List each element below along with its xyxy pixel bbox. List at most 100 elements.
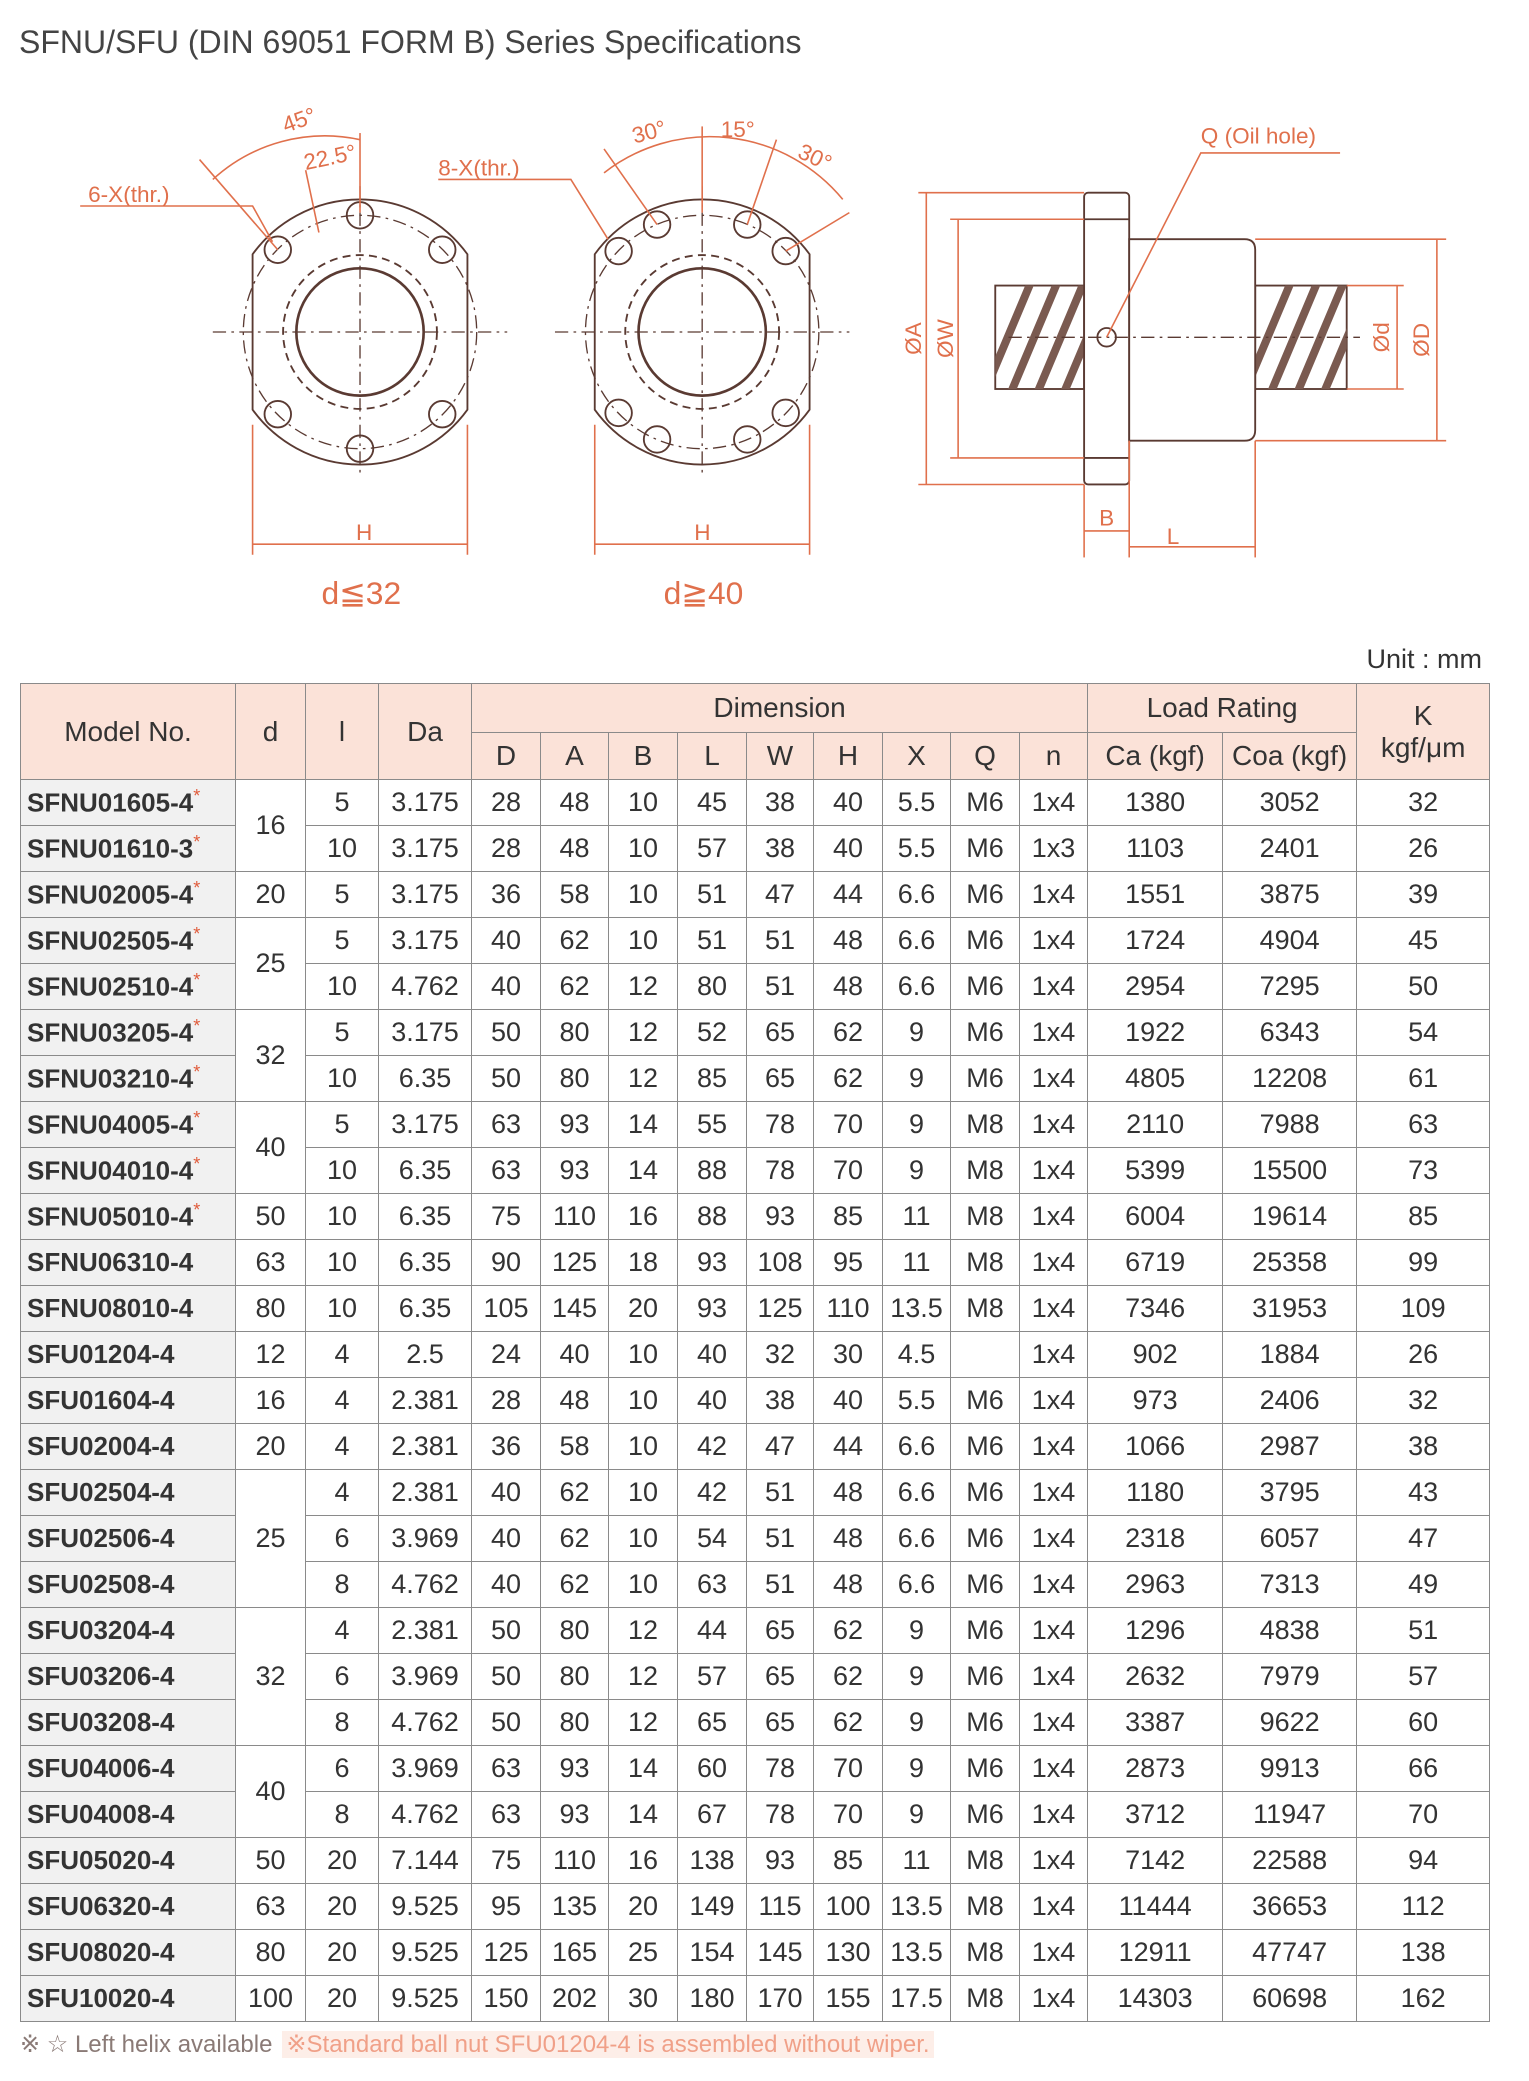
model-name: SFU04008-4 — [27, 1799, 175, 1829]
dimension-lines — [438, 126, 850, 555]
table-cell: 4805 — [1087, 1055, 1224, 1102]
table-cell: 2.5 — [378, 1331, 472, 1378]
table-cell: 80 — [235, 1285, 306, 1332]
table-cell: 3.175 — [378, 779, 472, 826]
table-cell: 4904 — [1222, 917, 1358, 964]
model-cell: SFNU04005-4* — [20, 1101, 236, 1148]
model-name: SFNU03210-4 — [27, 1063, 194, 1094]
table-cell: 93 — [540, 1147, 609, 1194]
table-cell: 10 — [305, 1147, 379, 1194]
table-cell: 1x4 — [1018, 1515, 1089, 1562]
table-cell: 100 — [235, 1975, 306, 2022]
table-row: SFU08020-4 80 20 9.525 125 165 25 154 145 130 13.5… — [20, 1929, 1491, 1976]
table-cell: 47747 — [1222, 1929, 1358, 1976]
dimension-label: L — [1167, 524, 1180, 549]
table-cell: 6343 — [1222, 1009, 1358, 1056]
table-cell: 32 — [235, 1607, 306, 1746]
table-cell: 7.144 — [378, 1837, 472, 1884]
table-cell: 1x4 — [1018, 1101, 1089, 1148]
table-cell: 40 — [813, 825, 883, 872]
table-cell: 5.5 — [882, 825, 951, 872]
table-cell: 7988 — [1222, 1101, 1358, 1148]
table-cell: 10 — [305, 1193, 379, 1240]
model-name: SFNU06310-4 — [27, 1247, 194, 1277]
header-cell: l — [305, 683, 379, 780]
table-cell: 1x4 — [1018, 1377, 1089, 1424]
table-cell: 1380 — [1087, 779, 1224, 826]
table-cell: 70 — [813, 1147, 883, 1194]
model-cell: SFU05020-4 — [20, 1837, 236, 1884]
caption: d≦32 — [321, 575, 401, 611]
table-cell: 62 — [813, 1607, 883, 1654]
table-cell: 130 — [813, 1929, 883, 1976]
table-cell: 8 — [305, 1791, 379, 1838]
model-name: SFU03208-4 — [27, 1707, 175, 1737]
table-cell: 48 — [540, 825, 609, 872]
model-cell: SFNU03210-4* — [20, 1055, 236, 1102]
table-cell: 32 — [1356, 779, 1491, 826]
model-name: SFU05020-4 — [27, 1845, 175, 1875]
table-cell: 25 — [235, 917, 306, 1010]
table-cell: 49 — [1356, 1561, 1491, 1608]
table-cell: 32 — [1356, 1377, 1491, 1424]
table-cell: 154 — [677, 1929, 747, 1976]
table-cell: 1x4 — [1018, 1423, 1089, 1470]
table-cell: 70 — [813, 1101, 883, 1148]
table-cell: 40 — [471, 917, 541, 964]
table-cell: 38 — [746, 1377, 814, 1424]
header-cell: Coa (kgf) — [1222, 732, 1358, 780]
table-cell: 4 — [305, 1423, 379, 1470]
table-row: SFNU04010-4* 10 6.35 63 93 14 88 78 70 9 M8 1x4 5399… — [20, 1147, 1491, 1194]
table-cell: 51 — [677, 917, 747, 964]
table-cell: 25 — [608, 1929, 678, 1976]
table-cell: 4838 — [1222, 1607, 1358, 1654]
table-cell: 48 — [540, 1377, 609, 1424]
table-cell: 1x4 — [1018, 1607, 1089, 1654]
table-cell: 902 — [1087, 1331, 1224, 1378]
table-cell: 63 — [1356, 1101, 1491, 1148]
table-cell: 20 — [305, 1883, 379, 1930]
table-cell: 1x4 — [1018, 1653, 1089, 1700]
table-cell: 5399 — [1087, 1147, 1224, 1194]
table-cell: 9.525 — [378, 1883, 472, 1930]
table-cell: 3.175 — [378, 825, 472, 872]
table-cell: 45 — [1356, 917, 1491, 964]
table-cell: 28 — [471, 1377, 541, 1424]
table-cell: 1x4 — [1018, 1745, 1089, 1792]
table-cell: 65 — [746, 1607, 814, 1654]
table-cell: 3875 — [1222, 871, 1358, 918]
table-cell: 51 — [1356, 1607, 1491, 1654]
header-cell: Ca (kgf) — [1087, 732, 1224, 780]
table-cell: 1x4 — [1018, 963, 1089, 1010]
table-cell: 90 — [471, 1239, 541, 1286]
left-helix-mark: * — [193, 832, 201, 853]
table-cell: 10 — [305, 825, 379, 872]
table-cell: 10 — [608, 1515, 678, 1562]
dimension-label: ØD — [1409, 323, 1434, 357]
model-name: SFU06320-4 — [27, 1891, 175, 1921]
table-cell: 4 — [305, 1607, 379, 1654]
table-cell: 75 — [471, 1193, 541, 1240]
table-cell: 20 — [608, 1285, 678, 1332]
table-cell: 1922 — [1087, 1009, 1224, 1056]
table-cell: M8 — [950, 1883, 1020, 1930]
table-cell: 6.35 — [378, 1147, 472, 1194]
header-cell: X — [882, 732, 951, 780]
table-cell: 4.762 — [378, 1699, 472, 1746]
table-cell: 6 — [305, 1653, 379, 1700]
model-cell: SFNU02510-4* — [20, 963, 236, 1010]
table-cell: 60 — [1356, 1699, 1491, 1746]
table-cell: 5.5 — [882, 1377, 951, 1424]
model-cell: SFNU01605-4* — [20, 779, 236, 826]
table-cell: M8 — [950, 1239, 1020, 1286]
table-cell: 80 — [540, 1653, 609, 1700]
table-cell: 14 — [608, 1745, 678, 1792]
table-cell: 65 — [746, 1653, 814, 1700]
table-cell: 62 — [813, 1009, 883, 1056]
table-cell: 7142 — [1087, 1837, 1224, 1884]
model-name: SFNU02005-4 — [27, 879, 194, 910]
table-cell: 10 — [305, 1239, 379, 1286]
table-cell: 57 — [677, 825, 747, 872]
table-cell: 12 — [235, 1331, 306, 1378]
